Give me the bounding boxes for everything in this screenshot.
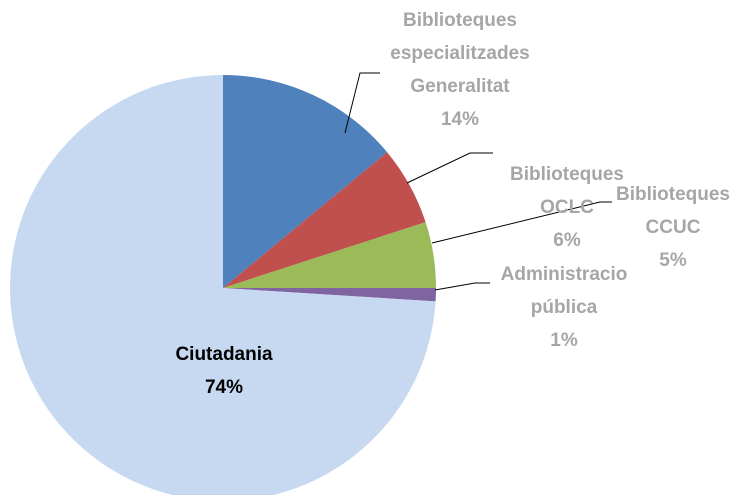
- value-label: 6%: [553, 230, 581, 251]
- pie-slice: [223, 288, 436, 302]
- pie-slice: [223, 152, 426, 288]
- slice-label: Administracio pública 1%: [479, 258, 649, 357]
- slice-label: Biblioteques especialitzades Generalitat…: [360, 4, 560, 136]
- value-label: 74%: [204, 377, 244, 398]
- category-label: Biblioteques especialitzades Generalitat: [390, 10, 530, 97]
- slice-label: Ciutadania 74%: [149, 338, 299, 404]
- category-label: Administracio pública: [500, 264, 628, 318]
- leader-line: [431, 201, 612, 244]
- value-label: 1%: [550, 330, 578, 351]
- value-label: 14%: [440, 109, 480, 130]
- slice-label: Biblioteques OCLC 6%: [492, 158, 642, 257]
- leader-line: [344, 72, 380, 134]
- value-label: 5%: [659, 250, 687, 271]
- slice-label: Biblioteques CCUC 5%: [598, 178, 745, 277]
- pie-slice: [223, 222, 436, 288]
- leader-line: [406, 152, 493, 184]
- pie-slice: [10, 75, 436, 495]
- category-label: Biblioteques OCLC: [509, 164, 624, 218]
- category-label: Ciutadania: [175, 344, 273, 365]
- leader-line: [434, 282, 490, 291]
- category-label: Biblioteques CCUC: [615, 184, 730, 238]
